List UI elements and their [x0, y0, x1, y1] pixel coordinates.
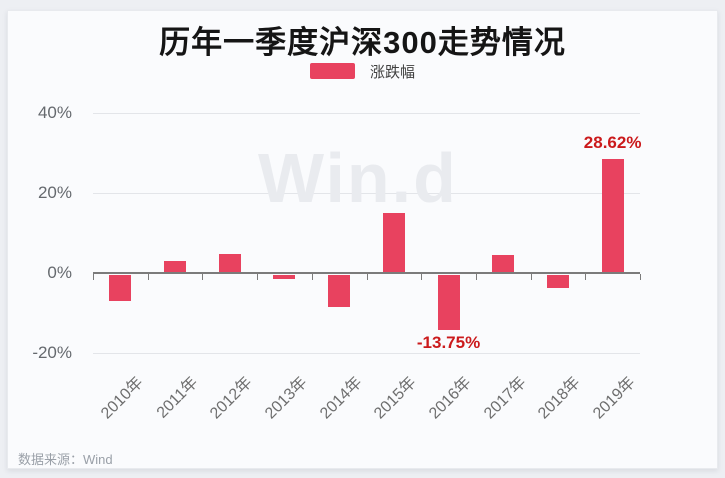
- legend-item[interactable]: 涨跌幅: [7, 61, 718, 81]
- data-source-note: 数据来源：Wind: [18, 452, 113, 467]
- bar-2016[interactable]: [437, 275, 460, 330]
- x-axis-tick: [202, 274, 204, 280]
- bar-2011[interactable]: [164, 261, 187, 273]
- wind-watermark: Win.d: [258, 139, 458, 217]
- y-axis-label-0: 0%: [47, 263, 72, 282]
- y-gridline-40: [93, 113, 640, 114]
- legend-label: 涨跌幅: [369, 63, 415, 81]
- x-axis-tick: [257, 274, 259, 280]
- y-axis-label-20: 20%: [37, 183, 72, 202]
- chart-title: 历年一季度沪深300走势情况: [159, 25, 566, 60]
- chart-card: [7, 10, 718, 469]
- bar-2019[interactable]: [601, 158, 624, 273]
- bar-2010[interactable]: [109, 275, 132, 301]
- y-gridline--20: [93, 353, 640, 354]
- legend-swatch: [309, 63, 355, 79]
- x-axis-tick: [147, 274, 149, 280]
- x-axis-tick: [640, 274, 641, 280]
- x-axis-tick: [585, 274, 587, 280]
- bar-2012[interactable]: [218, 253, 241, 273]
- x-axis-tick: [421, 274, 423, 280]
- x-axis-line: [93, 272, 640, 274]
- bar-2018[interactable]: [546, 275, 569, 288]
- bar-2013[interactable]: [273, 275, 296, 280]
- y-gridline-20: [93, 193, 640, 194]
- y-axis-label-40: 40%: [37, 103, 72, 122]
- bar-2017[interactable]: [492, 255, 515, 273]
- x-axis-tick: [530, 274, 532, 280]
- bar-2015[interactable]: [382, 213, 405, 273]
- data-label-2016: -13.75%: [416, 333, 481, 352]
- x-axis-tick: [311, 274, 313, 280]
- x-axis-tick: [366, 274, 368, 280]
- data-label-2019: 28.62%: [583, 132, 642, 152]
- x-axis-tick: [475, 274, 477, 280]
- x-axis-tick: [93, 274, 94, 280]
- bar-2014[interactable]: [328, 275, 351, 307]
- y-axis-label--20: -20%: [32, 343, 72, 362]
